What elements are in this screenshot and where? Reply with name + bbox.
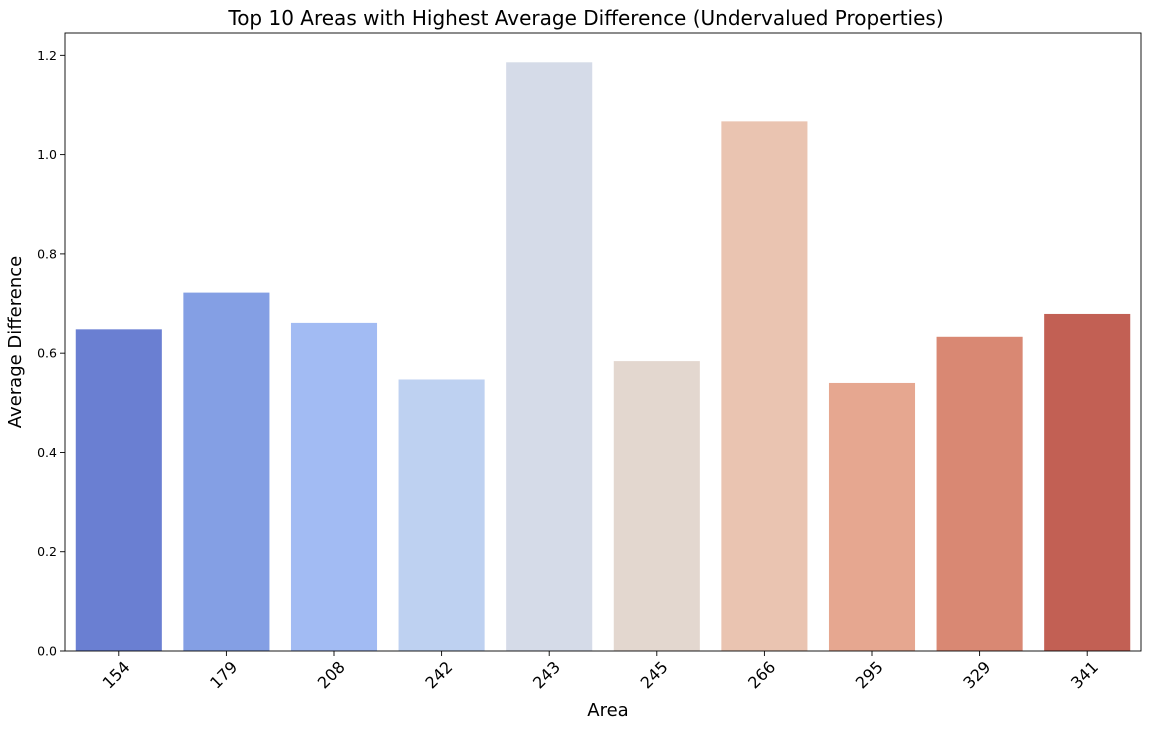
x-tick-label: 295 <box>852 657 887 692</box>
y-tick-label: 0.2 <box>37 544 57 559</box>
bar-242 <box>398 379 485 651</box>
x-tick-label: 242 <box>421 657 456 692</box>
bar-154 <box>75 329 162 651</box>
y-tick-label: 0.6 <box>37 346 57 361</box>
bar-243 <box>506 62 593 652</box>
bar-295 <box>828 382 916 651</box>
x-tick-label: 266 <box>744 657 779 692</box>
bar-245 <box>613 361 700 651</box>
y-tick-label: 0.0 <box>37 644 57 659</box>
x-tick-label: 243 <box>529 657 564 692</box>
y-tick-label: 1.0 <box>37 147 57 162</box>
x-tick-label: 154 <box>99 657 134 692</box>
y-tick-label: 1.2 <box>37 48 57 63</box>
y-tick-label: 0.4 <box>37 445 57 460</box>
x-tick-label: 341 <box>1067 657 1102 692</box>
x-tick-label: 208 <box>314 657 349 692</box>
bar-208 <box>290 322 378 651</box>
plot-area: 0.0 0.2 0.4 0.6 0.8 1.0 1.2 154 179 208 242 243 245 2… <box>37 32 1142 692</box>
plot-frame <box>64 32 1142 652</box>
x-tick-label: 179 <box>206 657 241 692</box>
bar-266 <box>721 121 808 652</box>
x-tick-label: 245 <box>637 657 672 692</box>
x-axis-label: Area <box>587 700 628 721</box>
x-tick-label: 329 <box>959 657 994 692</box>
chart-title: Top 10 Areas with Highest Average Differ… <box>227 6 943 30</box>
y-tick-label: 0.8 <box>37 246 57 261</box>
bar-179 <box>183 292 270 651</box>
y-axis-label: Average Difference <box>5 256 26 428</box>
bar-341 <box>1044 313 1131 651</box>
bar-329 <box>936 336 1023 651</box>
